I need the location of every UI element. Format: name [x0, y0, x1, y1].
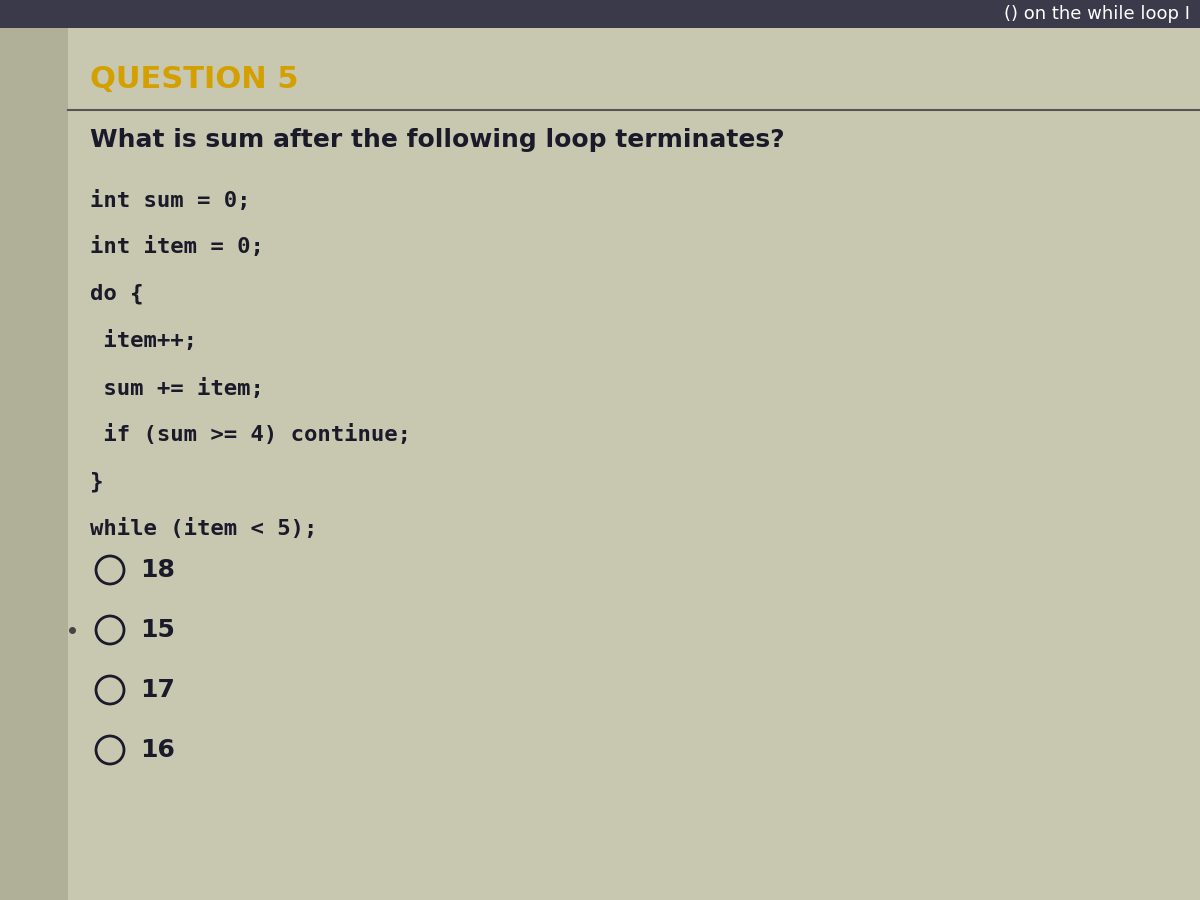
FancyBboxPatch shape — [0, 28, 68, 900]
Text: QUESTION 5: QUESTION 5 — [90, 66, 299, 94]
Text: 15: 15 — [140, 618, 175, 642]
Text: do {: do { — [90, 284, 144, 304]
Text: while (item < 5);: while (item < 5); — [90, 518, 317, 539]
Text: }: } — [90, 472, 103, 492]
Text: () on the while loop I: () on the while loop I — [1004, 5, 1190, 23]
Text: What is sum after the following loop terminates?: What is sum after the following loop ter… — [90, 128, 785, 152]
FancyBboxPatch shape — [0, 0, 1200, 28]
Text: 18: 18 — [140, 558, 175, 582]
Text: 17: 17 — [140, 678, 175, 702]
Text: 16: 16 — [140, 738, 175, 762]
Text: item++;: item++; — [90, 330, 197, 352]
FancyBboxPatch shape — [68, 28, 1200, 900]
Text: int sum = 0;: int sum = 0; — [90, 190, 251, 211]
Text: if (sum >= 4) continue;: if (sum >= 4) continue; — [90, 425, 410, 446]
Text: sum += item;: sum += item; — [90, 377, 264, 399]
Text: int item = 0;: int item = 0; — [90, 237, 264, 257]
